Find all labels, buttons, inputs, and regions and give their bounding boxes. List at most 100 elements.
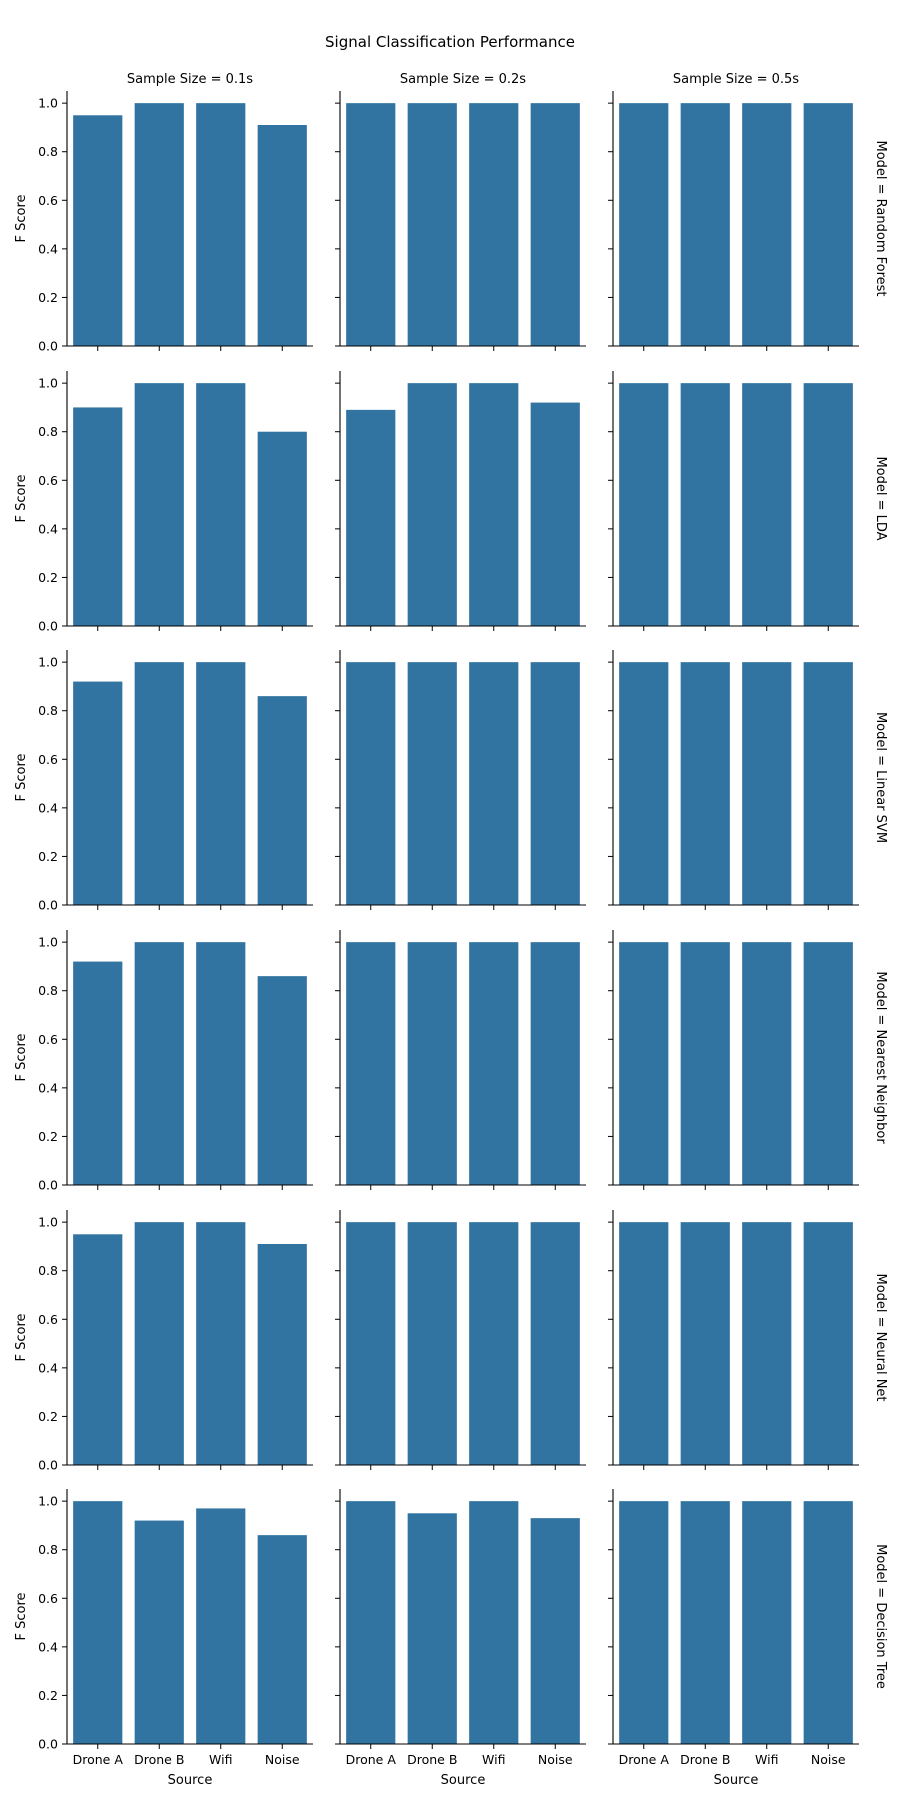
bar-drone-b <box>680 942 730 1185</box>
y-tick-label: 0.6 <box>38 752 58 767</box>
y-tick-label: 0.0 <box>38 1458 58 1473</box>
bar-drone-a <box>346 662 396 905</box>
bar-wifi <box>196 942 246 1185</box>
bar-drone-b <box>680 662 730 905</box>
x-axis-label: Source <box>714 1773 759 1788</box>
y-tick-label: 0.4 <box>38 521 58 536</box>
row-title: Model = Nearest Neighbor <box>873 971 888 1144</box>
x-tick-label: Drone B <box>134 1752 184 1767</box>
bar-drone-a <box>73 407 123 626</box>
y-tick-label: 0.8 <box>38 424 58 439</box>
bar-noise <box>257 976 307 1185</box>
bar-drone-a <box>73 1501 123 1744</box>
x-tick-label: Noise <box>811 1752 846 1767</box>
y-tick-label: 0.2 <box>38 570 58 585</box>
x-tick-label: Drone A <box>619 1752 670 1767</box>
x-tick-label: Drone B <box>407 1752 457 1767</box>
x-tick-label: Drone B <box>680 1752 730 1767</box>
bar-drone-b <box>407 942 457 1185</box>
y-tick-label: 0.8 <box>38 144 58 159</box>
x-tick-label: Drone A <box>73 1752 124 1767</box>
y-tick-label: 0.2 <box>38 1409 58 1424</box>
y-tick-label: 0.0 <box>38 619 58 634</box>
y-tick-label: 0.8 <box>38 1263 58 1278</box>
y-tick-label: 0.0 <box>38 1737 58 1752</box>
bar-drone-b <box>680 1222 730 1465</box>
bar-drone-b <box>680 1501 730 1744</box>
bar-drone-a <box>346 103 396 347</box>
y-tick-label: 0.4 <box>38 241 58 256</box>
y-tick-label: 0.4 <box>38 1639 58 1654</box>
bar-wifi <box>469 383 519 626</box>
bar-wifi <box>742 103 792 347</box>
bar-noise <box>803 383 853 626</box>
y-axis-label: F Score <box>14 1592 29 1640</box>
bar-wifi <box>196 1222 246 1465</box>
bar-drone-a <box>619 662 669 905</box>
bar-drone-b <box>407 662 457 905</box>
bar-wifi <box>742 1501 792 1744</box>
bar-noise <box>530 1222 580 1465</box>
bar-drone-a <box>619 1501 669 1744</box>
bar-wifi <box>196 662 246 905</box>
y-axis-label: F Score <box>14 1313 29 1361</box>
row-title: Model = Neural Net <box>873 1273 888 1401</box>
y-tick-label: 0.6 <box>38 1312 58 1327</box>
bar-noise <box>257 1535 307 1744</box>
y-axis-label: F Score <box>14 474 29 522</box>
column-title: Sample Size = 0.2s <box>400 72 526 87</box>
x-tick-label: Wifi <box>209 1752 232 1767</box>
bar-drone-b <box>134 103 184 347</box>
bar-wifi <box>469 1501 519 1744</box>
bar-noise <box>803 103 853 347</box>
bar-wifi <box>742 383 792 626</box>
bar-drone-a <box>619 942 669 1185</box>
bar-wifi <box>469 942 519 1185</box>
y-tick-label: 1.0 <box>38 376 58 391</box>
x-tick-label: Wifi <box>755 1752 778 1767</box>
y-tick-label: 0.2 <box>38 1688 58 1703</box>
bar-drone-a <box>619 1222 669 1465</box>
bar-drone-b <box>134 662 184 905</box>
bar-drone-a <box>619 103 669 347</box>
x-tick-label: Drone A <box>346 1752 397 1767</box>
bar-drone-a <box>346 409 396 626</box>
y-tick-label: 1.0 <box>38 935 58 950</box>
row-title: Model = Linear SVM <box>873 712 888 843</box>
bar-drone-a <box>346 1222 396 1465</box>
bar-drone-a <box>73 115 123 347</box>
bar-drone-a <box>346 1501 396 1744</box>
bar-drone-b <box>134 1222 184 1465</box>
bar-wifi <box>742 662 792 905</box>
bar-drone-a <box>346 942 396 1185</box>
row-title: Model = Random Forest <box>873 140 888 296</box>
bar-noise <box>257 696 307 905</box>
bar-wifi <box>196 1508 246 1744</box>
bar-noise <box>257 431 307 626</box>
bar-noise <box>530 942 580 1185</box>
bar-drone-b <box>134 383 184 626</box>
bar-wifi <box>742 942 792 1185</box>
y-tick-label: 1.0 <box>38 655 58 670</box>
bar-noise <box>803 1501 853 1744</box>
x-tick-label: Noise <box>538 1752 573 1767</box>
bar-drone-a <box>73 681 123 905</box>
bar-noise <box>530 103 580 347</box>
x-tick-label: Wifi <box>482 1752 505 1767</box>
y-tick-label: 0.6 <box>38 1032 58 1047</box>
chart-title: Signal Classification Performance <box>325 33 575 51</box>
y-tick-label: 1.0 <box>38 96 58 111</box>
y-tick-label: 0.2 <box>38 1129 58 1144</box>
bar-wifi <box>196 103 246 347</box>
y-tick-label: 1.0 <box>38 1215 58 1230</box>
y-tick-label: 0.2 <box>38 290 58 305</box>
y-tick-label: 0.6 <box>38 1591 58 1606</box>
y-tick-label: 0.8 <box>38 1542 58 1557</box>
bar-drone-b <box>134 1520 184 1744</box>
column-title: Sample Size = 0.5s <box>673 72 799 87</box>
bar-noise <box>530 662 580 905</box>
x-axis-label: Source <box>441 1773 486 1788</box>
row-title: Model = LDA <box>873 456 888 540</box>
bar-drone-a <box>73 1234 123 1465</box>
bar-wifi <box>742 1222 792 1465</box>
